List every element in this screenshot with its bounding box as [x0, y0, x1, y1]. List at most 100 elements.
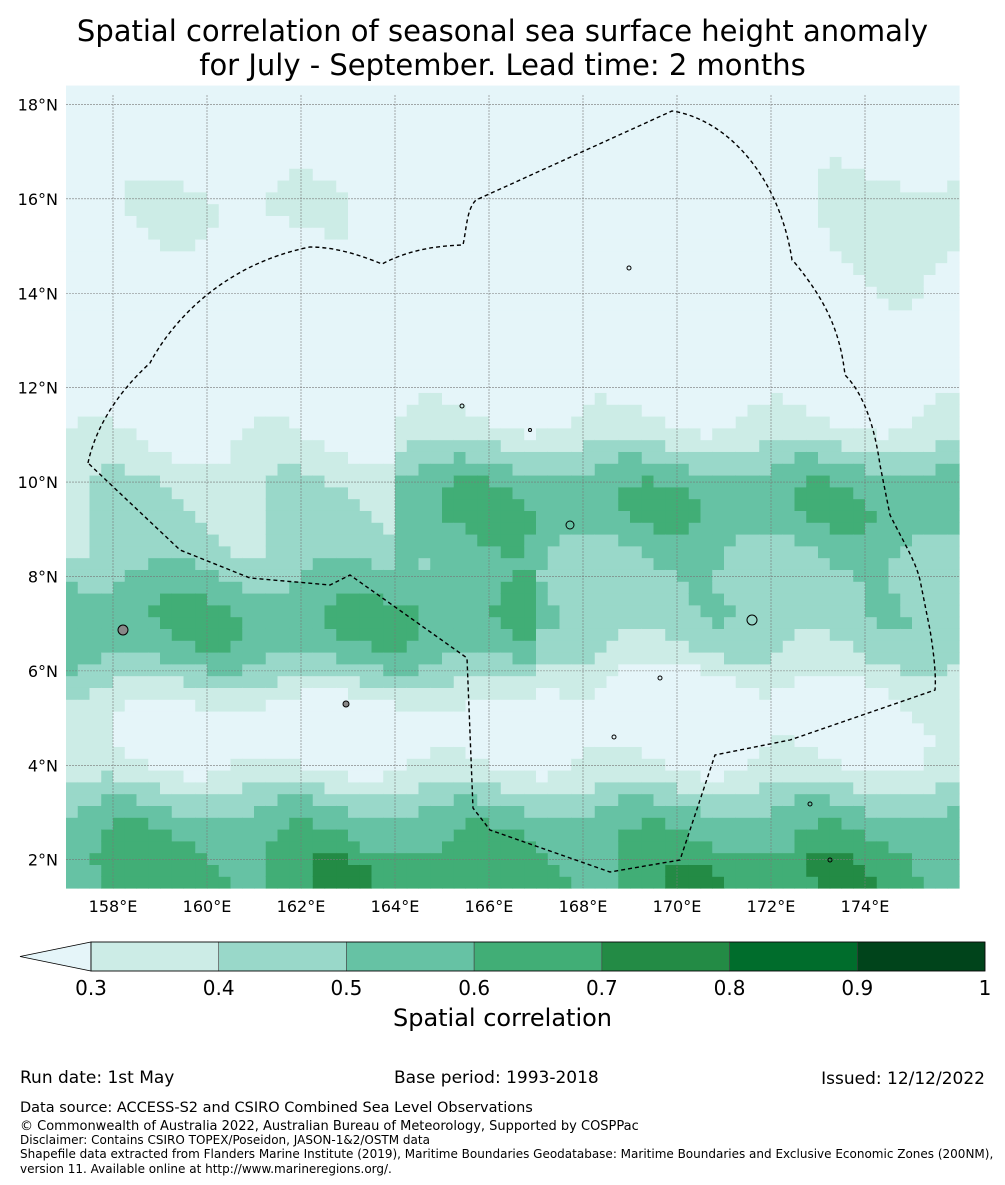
field-cell	[124, 321, 138, 334]
field-cell	[700, 109, 713, 122]
field-cell	[818, 852, 831, 865]
field-cell	[724, 864, 737, 877]
field-cell	[289, 380, 302, 393]
field-cell	[195, 345, 208, 358]
field-cell	[747, 392, 760, 405]
field-cell	[677, 876, 690, 889]
field-cell	[829, 864, 843, 877]
field-cell	[547, 864, 561, 877]
field-cell	[771, 781, 784, 795]
field-cell	[853, 829, 866, 842]
field-cell	[500, 451, 514, 464]
field-cell	[312, 734, 326, 747]
field-cell	[160, 510, 173, 523]
field-cell	[512, 179, 525, 193]
field-cell	[618, 675, 631, 688]
field-cell	[700, 380, 713, 393]
field-cell	[324, 368, 337, 382]
field-cell	[759, 581, 772, 594]
field-cell	[547, 120, 561, 134]
field-cell	[359, 746, 373, 759]
field-cell	[207, 333, 220, 346]
field-cell	[665, 628, 678, 641]
field-cell	[771, 274, 784, 287]
field-cell	[477, 356, 490, 370]
field-cell	[712, 179, 725, 193]
field-cell	[218, 793, 232, 806]
field-cell	[254, 203, 267, 216]
field-cell	[289, 852, 302, 865]
field-cell	[665, 85, 678, 98]
field-cell	[324, 522, 337, 535]
field-cell	[277, 486, 290, 500]
field-cell	[242, 663, 255, 677]
field-cell	[383, 852, 396, 865]
field-cell	[348, 463, 361, 476]
field-cell	[383, 829, 396, 842]
field-cell	[418, 876, 431, 889]
field-cell	[359, 498, 373, 511]
field-cell	[677, 368, 690, 382]
field-cell	[583, 557, 596, 570]
field-cell	[841, 758, 854, 771]
field-cell	[618, 769, 631, 783]
field-cell	[383, 710, 396, 724]
field-cell	[735, 699, 749, 712]
field-cell	[289, 864, 302, 877]
field-cell	[218, 675, 232, 688]
field-cell	[183, 274, 196, 287]
field-cell	[371, 179, 384, 193]
field-cell	[195, 179, 208, 193]
field-cell	[806, 663, 819, 677]
field-cell	[383, 404, 396, 417]
field-cell	[782, 120, 796, 134]
field-cell	[759, 215, 772, 228]
field-cell	[348, 380, 361, 393]
field-cell	[477, 274, 490, 287]
field-cell	[254, 687, 267, 700]
field-cell	[477, 451, 490, 464]
field-cell	[430, 510, 443, 523]
field-cell	[160, 699, 173, 712]
field-cell	[277, 427, 290, 441]
field-cell	[888, 710, 901, 724]
field-cell	[442, 817, 455, 830]
field-cell	[500, 286, 514, 299]
field-cell	[547, 545, 561, 559]
field-cell	[301, 852, 314, 865]
field-cell	[489, 569, 502, 582]
field-cell	[195, 510, 208, 523]
field-cell	[171, 817, 185, 830]
field-cell	[312, 250, 326, 264]
field-cell	[794, 109, 807, 122]
field-cell	[888, 368, 901, 382]
field-cell	[160, 569, 173, 582]
field-cell	[888, 687, 901, 700]
field-cell	[571, 604, 584, 618]
field-cell	[336, 734, 349, 747]
field-cell	[312, 262, 326, 275]
field-cell	[806, 533, 819, 547]
field-cell	[195, 498, 208, 511]
field-cell	[371, 569, 384, 582]
field-cell	[301, 168, 314, 181]
field-cell	[853, 368, 866, 382]
field-cell	[383, 734, 396, 747]
field-cell	[477, 817, 490, 830]
field-cell	[101, 758, 114, 771]
field-cell	[829, 581, 843, 594]
field-cell	[818, 97, 831, 110]
field-cell	[430, 852, 443, 865]
field-cell	[876, 463, 890, 476]
field-cell	[724, 829, 737, 842]
field-cell	[218, 545, 232, 559]
field-cell	[900, 651, 913, 665]
field-cell	[453, 109, 467, 122]
field-cell	[912, 793, 925, 806]
field-cell	[653, 628, 666, 641]
field-cell	[101, 734, 114, 747]
field-cell	[641, 156, 655, 169]
field-cell	[265, 415, 279, 429]
field-cell	[583, 840, 596, 854]
field-cell	[124, 120, 138, 134]
